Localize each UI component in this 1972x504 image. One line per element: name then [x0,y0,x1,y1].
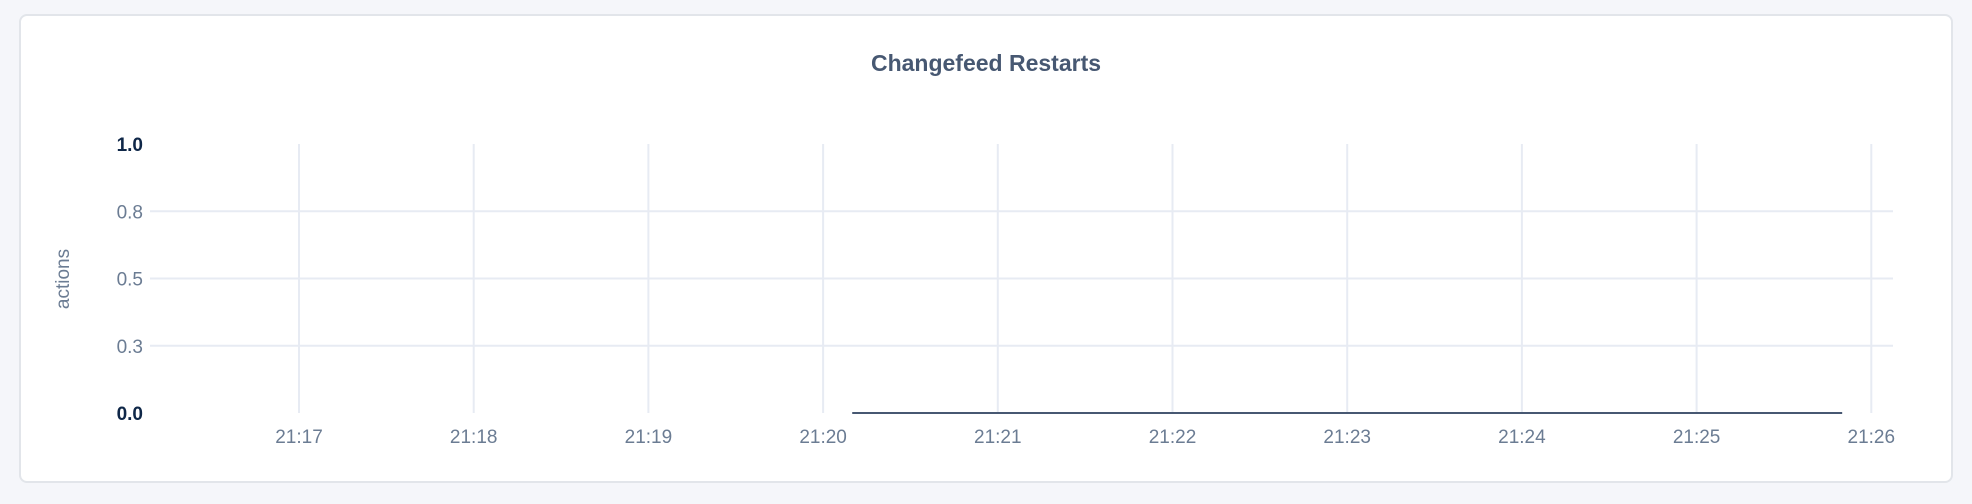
y-tick-label: 0.8 [117,202,143,223]
chart-card [19,14,1953,483]
x-tick-label: 21:21 [974,427,1022,448]
y-tick-label: 0.3 [117,337,143,358]
x-tick-label: 21:23 [1323,427,1371,448]
y-tick-label: 1.0 [117,135,143,156]
x-tick-label: 21:26 [1848,427,1896,448]
y-tick-label: 0.5 [117,270,143,291]
chart-title: Changefeed Restarts [870,50,1102,76]
x-tick-label: 21:17 [275,427,323,448]
x-tick-label: 21:25 [1673,427,1721,448]
x-tick-label: 21:18 [450,427,498,448]
y-axis-label: actions [53,249,74,309]
x-tick-label: 21:19 [625,427,673,448]
y-tick-label: 0.0 [117,404,143,425]
x-tick-label: 21:24 [1498,427,1546,448]
x-tick-label: 21:22 [1149,427,1197,448]
x-tick-label: 21:20 [799,427,847,448]
